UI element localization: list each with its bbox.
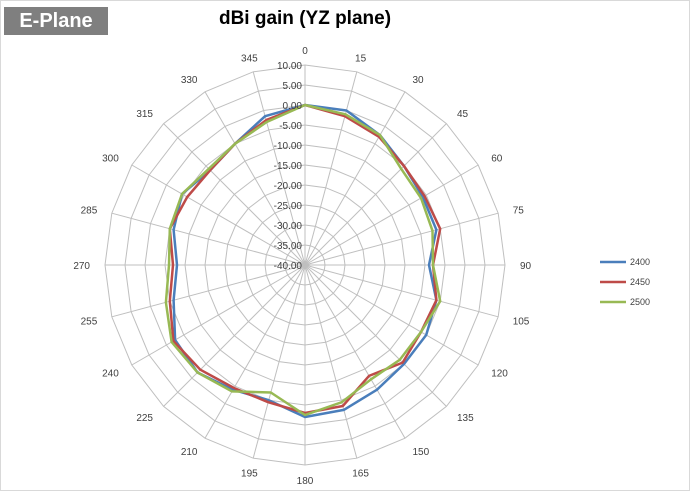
grid-spoke (304, 264, 358, 459)
angle-tick-label: 345 (241, 53, 258, 64)
series-line-2450 (168, 103, 442, 415)
grid-spoke (163, 264, 306, 407)
radial-tick-label: -10.00 (274, 141, 303, 152)
radial-tick-label: -35.00 (274, 241, 303, 252)
radar-labels: 10.00 5.00 0.00 -5.00 -10.00 -15.00 -20.00 -25.… (73, 46, 531, 487)
radar-series (164, 103, 442, 419)
grid-spoke (111, 212, 306, 266)
grid-spoke (304, 71, 358, 266)
grid-spoke (304, 264, 406, 439)
radial-tick-label: 0.00 (283, 101, 303, 112)
grid-spoke (163, 123, 306, 266)
grid-spoke (304, 123, 447, 266)
radial-tick-label: 5.00 (283, 81, 303, 92)
chart-title: dBi gain (YZ plane) (218, 8, 392, 29)
angle-tick-label: 315 (136, 109, 153, 120)
radial-tick-label: -40.00 (274, 261, 303, 272)
angle-tick-label: 165 (352, 469, 369, 480)
legend-label-2500: 2500 (630, 297, 650, 307)
angle-tick-label: 270 (73, 261, 90, 272)
legend: 2400 2450 2500 (600, 257, 650, 307)
angle-tick-label: 30 (413, 75, 425, 86)
angle-tick-label: 150 (413, 447, 430, 458)
angle-tick-label: 105 (513, 317, 530, 328)
angle-tick-label: 120 (491, 369, 508, 380)
angle-tick-label: 240 (102, 369, 119, 380)
grid-spoke (204, 91, 306, 266)
grid-spoke (252, 71, 306, 266)
angle-tick-label: 330 (181, 75, 198, 86)
legend-label-2400: 2400 (630, 257, 650, 267)
angle-tick-label: 255 (81, 317, 98, 328)
angle-tick-label: 285 (81, 205, 98, 216)
grid-spoke (131, 164, 306, 266)
angle-tick-label: 225 (136, 413, 153, 424)
grid-spoke (304, 164, 479, 266)
radar-grid (104, 64, 506, 466)
grid-spoke (111, 264, 306, 318)
angle-tick-label: 15 (355, 53, 367, 64)
radial-tick-label: -20.00 (274, 181, 303, 192)
angle-tick-label: 60 (491, 154, 503, 165)
grid-spoke (131, 264, 306, 366)
grid-spoke (304, 264, 447, 407)
grid-spoke (304, 264, 479, 366)
grid-spoke (204, 264, 306, 439)
angle-tick-label: 180 (297, 476, 314, 487)
angle-tick-label: 75 (513, 205, 525, 216)
grid-spoke (252, 264, 306, 459)
grid-spoke (304, 264, 499, 318)
e-plane-badge: E-Plane (4, 7, 108, 35)
angle-tick-label: 135 (457, 413, 474, 424)
angle-tick-label: 195 (241, 469, 258, 480)
angle-tick-label: 45 (457, 109, 469, 120)
grid-spoke (304, 91, 406, 266)
angle-tick-label: 90 (520, 261, 532, 272)
angle-tick-label: 210 (181, 447, 198, 458)
radial-tick-label: -15.00 (274, 161, 303, 172)
legend-label-2450: 2450 (630, 277, 650, 287)
angle-tick-label: 300 (102, 154, 119, 165)
radial-tick-label: -25.00 (274, 201, 303, 212)
angle-tick-label: 0 (302, 46, 308, 57)
radial-tick-label: 10.00 (277, 61, 302, 72)
radial-tick-label: -5.00 (279, 121, 302, 132)
grid-spoke (304, 212, 499, 266)
series-line-2500 (164, 103, 442, 417)
radial-tick-label: -30.00 (274, 221, 303, 232)
